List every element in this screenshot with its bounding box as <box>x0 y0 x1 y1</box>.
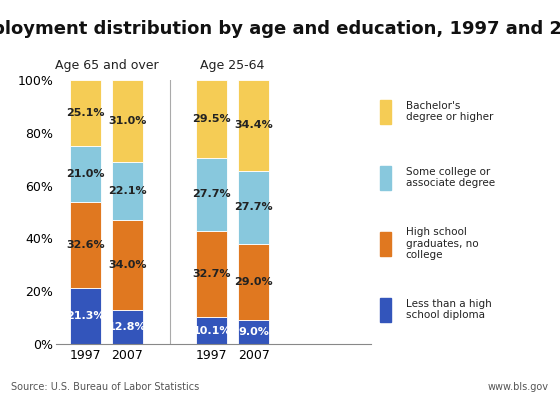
Bar <box>380 298 391 322</box>
Text: High school
graduates, no
college: High school graduates, no college <box>405 227 478 260</box>
Text: 29.5%: 29.5% <box>192 114 231 124</box>
Bar <box>111 80 143 162</box>
Bar <box>196 158 227 231</box>
Bar <box>196 80 227 158</box>
Text: 12.8%: 12.8% <box>108 322 147 332</box>
Text: 31.0%: 31.0% <box>108 116 147 126</box>
Bar <box>69 288 101 344</box>
Bar <box>196 231 227 317</box>
Text: 32.6%: 32.6% <box>66 240 105 250</box>
Bar <box>238 320 269 344</box>
Text: 27.7%: 27.7% <box>192 190 231 200</box>
Text: 34.4%: 34.4% <box>234 120 273 130</box>
Bar <box>111 310 143 344</box>
Bar <box>380 100 391 124</box>
Bar <box>238 170 269 244</box>
Text: 10.1%: 10.1% <box>192 326 231 336</box>
Text: Age 65 and over: Age 65 and over <box>55 59 158 72</box>
Text: 21.3%: 21.3% <box>66 311 105 321</box>
Text: Some college or
associate degree: Some college or associate degree <box>405 167 494 188</box>
Text: 29.0%: 29.0% <box>234 277 273 287</box>
Bar <box>380 232 391 256</box>
Text: 32.7%: 32.7% <box>192 269 231 279</box>
Text: 21.0%: 21.0% <box>66 169 105 179</box>
Bar <box>69 202 101 288</box>
Text: 34.0%: 34.0% <box>108 260 147 270</box>
Bar <box>69 146 101 202</box>
Text: www.bls.gov: www.bls.gov <box>488 382 549 392</box>
Text: Source: U.S. Bureau of Labor Statistics: Source: U.S. Bureau of Labor Statistics <box>11 382 199 392</box>
Text: 9.0%: 9.0% <box>238 327 269 337</box>
Text: 22.1%: 22.1% <box>108 186 147 196</box>
Text: 27.7%: 27.7% <box>234 202 273 212</box>
Bar <box>69 80 101 146</box>
Text: Bachelor's
degree or higher: Bachelor's degree or higher <box>405 101 493 122</box>
Text: Age 25-64: Age 25-64 <box>200 59 265 72</box>
Text: Employment distribution by age and education, 1997 and 2007: Employment distribution by age and educa… <box>0 20 560 38</box>
Text: 25.1%: 25.1% <box>66 108 105 118</box>
Bar <box>238 80 269 170</box>
Bar <box>238 244 269 320</box>
Text: Less than a high
school diploma: Less than a high school diploma <box>405 299 491 320</box>
Bar <box>196 317 227 344</box>
Bar <box>380 166 391 190</box>
Bar <box>111 220 143 310</box>
Bar <box>111 162 143 220</box>
